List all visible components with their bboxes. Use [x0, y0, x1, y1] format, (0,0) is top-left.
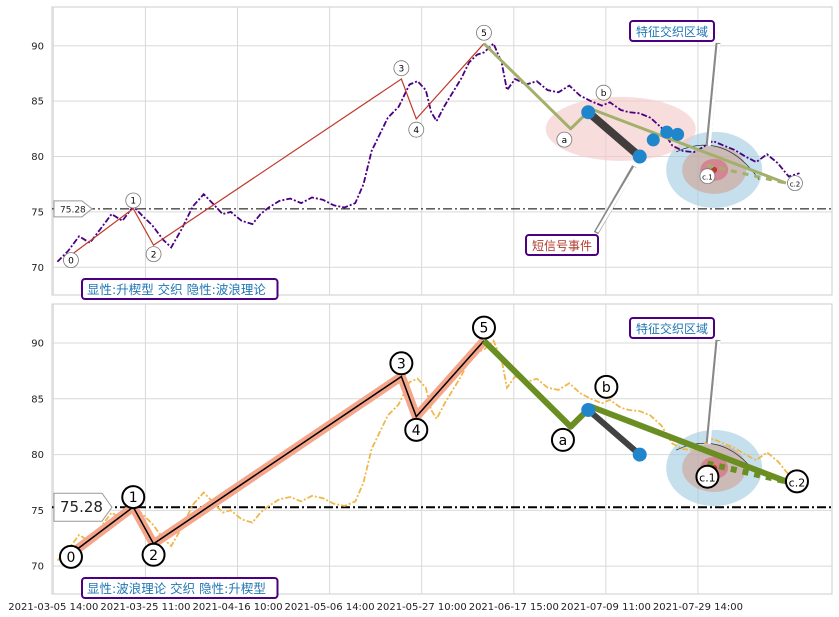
caption-text: 显性:波浪理论 交织 隐性:升楔型 — [87, 581, 266, 596]
price-series — [56, 42, 800, 263]
y-tick-label: 75 — [31, 207, 44, 218]
signal-cluster-marker — [671, 127, 685, 141]
annotation-arrow-inner — [595, 166, 637, 233]
wave-label: c.2 — [789, 476, 806, 489]
y-tick-label: 85 — [31, 97, 44, 108]
wave-label-circle — [550, 427, 575, 452]
corrective-wave — [482, 42, 787, 185]
wave-label: b — [601, 89, 607, 99]
wave-label-circle — [389, 351, 414, 376]
top-panel: 70 75 80 85 90 75.28 0 1 2 3 4 5 a b c.1 c.2 特征交织区域短信号事件… — [31, 6, 833, 300]
bottom-panel: 70 75 80 85 90 2021-03-05 14:00 2021-03-25 11:… — [8, 303, 833, 613]
annotation-text: 短信号事件 — [532, 239, 592, 253]
wave-label: 0 — [66, 550, 75, 566]
x-tick-label: 2021-03-05 14:00 — [8, 602, 98, 613]
wave-label: 4 — [413, 126, 419, 136]
wave-label: b — [602, 380, 611, 396]
y-tick-label: 70 — [31, 263, 44, 274]
wave-label-circle — [476, 24, 492, 41]
y-tick-label: 90 — [31, 41, 44, 52]
caption-box — [81, 577, 279, 599]
annotation-box — [629, 20, 715, 42]
signal-end-marker — [632, 149, 647, 164]
wave-label: 1 — [130, 197, 136, 207]
wave-label-circle — [125, 192, 142, 209]
wave-label: 3 — [399, 64, 405, 74]
wave-label-circle — [141, 542, 166, 567]
x-tick-label: 2021-04-16 10:00 — [192, 602, 282, 613]
corrective-extension — [707, 163, 787, 185]
wave-label: 1 — [129, 490, 138, 506]
caption-box — [81, 278, 279, 300]
wave-label-circle — [63, 252, 79, 269]
annotation-box — [629, 317, 715, 339]
reference-label: 75.28 — [60, 498, 103, 516]
price-series — [56, 339, 800, 562]
y-tick-label: 75 — [31, 506, 44, 517]
wave-label-circle — [695, 464, 720, 489]
wave-label-circle — [145, 246, 162, 263]
signal-zone — [545, 96, 696, 161]
reference-label: 75.28 — [60, 205, 86, 215]
reference-label-box — [53, 492, 113, 522]
annotation-box — [525, 234, 599, 256]
signal-cluster-marker — [646, 133, 660, 147]
annotation-text: 特征交织区域 — [636, 24, 708, 39]
corrective-extension — [706, 460, 787, 485]
wave-label-circle — [784, 469, 809, 494]
wave-label: 5 — [481, 29, 487, 39]
y-tick-label: 70 — [31, 562, 44, 573]
wave-label-circle — [595, 84, 612, 101]
wave-label: 2 — [151, 250, 157, 260]
x-tick-label: 2021-06-17 15:00 — [469, 602, 559, 613]
wave-label-circle — [471, 315, 496, 340]
wave-label-circle — [58, 544, 83, 569]
annotation-text: 特征交织区域 — [636, 321, 708, 336]
short-signal-segment — [585, 109, 643, 160]
x-tick-label: 2021-05-27 10:00 — [377, 602, 467, 613]
wave-label: c.2 — [790, 180, 801, 188]
x-tick-label: 2021-07-09 11:00 — [561, 602, 651, 613]
annotation-arrow-inner — [707, 43, 721, 146]
signal-end-marker — [632, 447, 647, 462]
y-tick-label: 85 — [31, 394, 44, 405]
x-tick-label: 2021-07-29 14:00 — [653, 602, 743, 613]
wave-label: c.1 — [702, 173, 713, 181]
x-tick-label: 2021-05-06 14:00 — [285, 602, 375, 613]
wave-label: 5 — [480, 321, 489, 337]
wave-label: 4 — [412, 423, 421, 439]
y-tick-label: 90 — [31, 339, 44, 350]
wave-label-circle — [594, 374, 619, 399]
wave-label: 2 — [149, 548, 158, 564]
caption-text: 显性:升楔型 交织 隐性:波浪理论 — [87, 282, 266, 297]
wave-label-circle — [556, 131, 573, 148]
wave-label-circle — [121, 485, 146, 510]
short-signal-segment — [586, 407, 642, 457]
impulse-wave — [70, 43, 485, 256]
corrective-wave — [481, 338, 788, 485]
impulse-wave — [70, 340, 485, 555]
wave-label-circle — [699, 168, 716, 185]
wave-label-circle — [787, 175, 803, 192]
signal-start-marker — [581, 105, 596, 120]
reference-label-box — [53, 200, 93, 218]
wave-label-circle — [393, 60, 410, 77]
wave-label-circle — [404, 417, 429, 442]
wave-label: c.1 — [699, 472, 716, 485]
wave-label: 3 — [397, 356, 406, 372]
y-tick-label: 80 — [31, 152, 44, 163]
wave-label: 0 — [68, 256, 74, 266]
wave-label: a — [559, 433, 568, 449]
x-tick-label: 2021-03-25 11:00 — [100, 602, 190, 613]
signal-start-marker — [581, 402, 596, 417]
annotation-arrow-inner — [707, 340, 721, 445]
wave-label-circle — [408, 121, 425, 138]
signal-cluster-marker — [660, 125, 674, 139]
wave-label: a — [562, 136, 568, 146]
y-tick-label: 80 — [31, 450, 44, 461]
